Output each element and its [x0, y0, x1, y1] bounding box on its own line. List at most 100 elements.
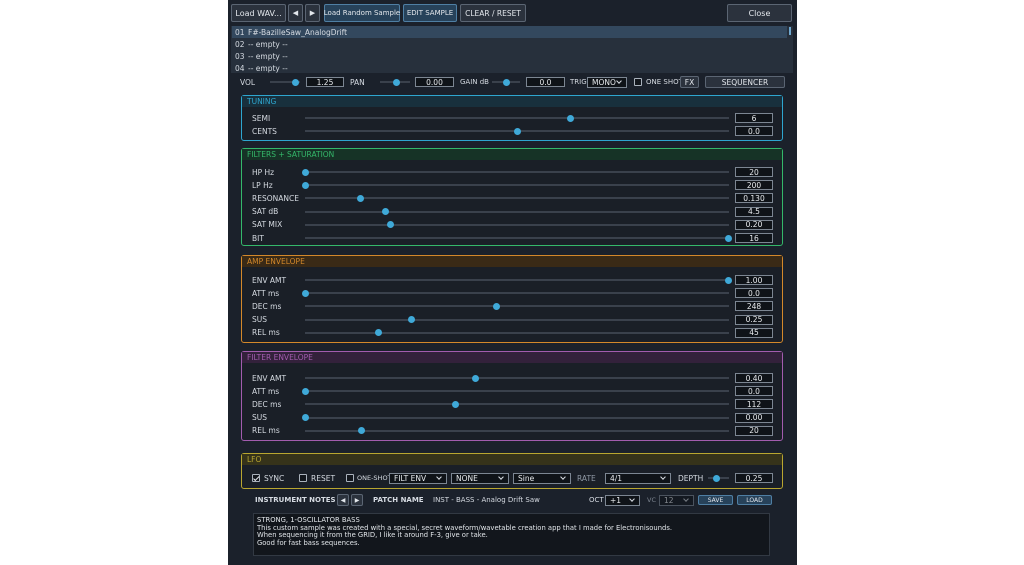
param-slider-knob[interactable] — [301, 181, 309, 189]
param-slider-knob[interactable] — [492, 302, 500, 310]
param-slider-knob[interactable] — [374, 329, 382, 337]
param-slider-knob[interactable] — [301, 387, 309, 395]
section-box — [241, 148, 783, 246]
trig-dropdown[interactable]: MONO — [587, 76, 627, 88]
param-slider-track[interactable] — [305, 403, 729, 406]
param-slider-track[interactable] — [305, 223, 729, 226]
param-slider-knob[interactable] — [471, 374, 479, 382]
notes-next-button[interactable]: ▶ — [351, 494, 363, 506]
prev-button[interactable]: ◀ — [288, 4, 303, 22]
param-label: ATT ms — [252, 386, 280, 396]
vol-slider-knob[interactable] — [291, 78, 299, 86]
param-value[interactable]: 0.25 — [735, 314, 773, 325]
param-value[interactable]: 20 — [735, 167, 773, 177]
param-slider-track[interactable] — [305, 279, 729, 281]
lfo-mode-dropdown[interactable]: NONE — [451, 472, 509, 484]
param-slider-track[interactable] — [305, 292, 729, 295]
param-label: LP Hz — [252, 180, 273, 190]
clear-reset-button[interactable]: CLEAR / RESET — [460, 4, 526, 22]
lfo-shape-dropdown[interactable]: Sine — [513, 472, 571, 484]
param-slider-knob[interactable] — [301, 289, 309, 297]
depth-value[interactable]: 0.25 — [735, 473, 773, 483]
fx-button[interactable]: FX — [680, 76, 699, 88]
param-slider-track[interactable] — [305, 429, 729, 432]
load-random-button[interactable]: Load Random Sample — [324, 4, 400, 22]
param-value[interactable]: 0.130 — [735, 193, 773, 204]
param-value[interactable]: 20 — [735, 425, 773, 436]
next-button[interactable]: ▶ — [305, 4, 320, 22]
param-slider-track[interactable] — [305, 184, 729, 187]
param-value[interactable]: 0.0 — [735, 288, 773, 299]
param-slider-track[interactable] — [305, 318, 729, 321]
sample-row[interactable] — [232, 50, 787, 62]
vol-value[interactable]: 1.25 — [306, 77, 344, 87]
gain-slider-knob[interactable] — [502, 78, 510, 86]
save-button[interactable]: SAVE — [698, 495, 733, 505]
param-slider-knob[interactable] — [357, 427, 365, 435]
notes-box[interactable] — [253, 513, 770, 556]
reset-checkbox[interactable] — [299, 474, 307, 482]
param-value[interactable]: 16 — [735, 233, 773, 243]
param-slider-track[interactable] — [305, 237, 729, 239]
lfo-target-dropdown[interactable]: FILT ENV — [389, 472, 447, 484]
one-shot-checkbox[interactable] — [346, 474, 354, 482]
pan-value[interactable]: 0.00 — [415, 77, 454, 87]
param-value[interactable]: 200 — [735, 180, 773, 191]
param-value[interactable]: 4.5 — [735, 206, 773, 217]
sync-checkbox[interactable] — [252, 474, 260, 482]
edit-sample-button[interactable]: EDIT SAMPLE — [403, 4, 457, 22]
param-label: CENTS — [252, 126, 277, 136]
sample-row[interactable] — [232, 26, 787, 38]
param-value[interactable]: 248 — [735, 301, 773, 312]
param-value[interactable]: 1.00 — [735, 275, 773, 285]
param-value[interactable]: 45 — [735, 327, 773, 338]
section-header — [242, 149, 782, 160]
pan-slider-knob[interactable] — [392, 78, 400, 86]
one-shot-checkbox[interactable] — [634, 78, 642, 86]
param-slider-knob[interactable] — [513, 127, 521, 135]
param-value[interactable]: 0.0 — [735, 386, 773, 397]
param-value[interactable]: 0.20 — [735, 219, 773, 230]
param-slider-knob[interactable] — [724, 234, 732, 242]
close-button[interactable]: Close — [727, 4, 792, 22]
param-slider-track[interactable] — [305, 117, 729, 119]
param-value[interactable]: 6 — [735, 113, 773, 123]
depth-slider-knob[interactable] — [712, 474, 720, 482]
param-slider-track[interactable] — [305, 377, 729, 379]
param-slider-knob[interactable] — [724, 276, 732, 284]
section-box — [241, 351, 783, 441]
oct-dropdown[interactable]: +1 — [605, 494, 640, 506]
param-value[interactable]: 0.0 — [735, 126, 773, 137]
param-slider-knob[interactable] — [356, 194, 364, 202]
param-slider-knob[interactable] — [301, 168, 309, 176]
param-label: SUS — [252, 413, 268, 423]
param-slider-track[interactable] — [305, 171, 729, 173]
param-slider-track[interactable] — [305, 210, 729, 213]
load-wav-button[interactable]: Load WAV... — [231, 4, 286, 22]
param-slider-track[interactable] — [305, 305, 729, 308]
vol-slider-track[interactable] — [270, 81, 300, 83]
param-slider-track[interactable] — [305, 390, 729, 393]
gain-value[interactable]: 0.0 — [526, 77, 565, 87]
sample-row[interactable] — [232, 62, 787, 74]
vc-dropdown[interactable]: 12 — [659, 494, 694, 506]
param-slider-knob[interactable] — [566, 114, 574, 122]
sample-name: -- empty -- — [248, 63, 288, 73]
param-value[interactable]: 0.00 — [735, 412, 773, 423]
param-value[interactable]: 0.40 — [735, 373, 773, 383]
sample-row[interactable] — [232, 38, 787, 50]
sequencer-button[interactable]: SEQUENCER — [705, 76, 785, 88]
param-slider-knob[interactable] — [407, 316, 415, 324]
param-slider-knob[interactable] — [301, 414, 309, 422]
notes-prev-button[interactable]: ◀ — [337, 494, 349, 506]
param-slider-knob[interactable] — [451, 400, 459, 408]
param-slider-knob[interactable] — [386, 221, 394, 229]
rate-label: RATE — [577, 473, 596, 483]
param-slider-track[interactable] — [305, 197, 729, 200]
param-slider-track[interactable] — [305, 416, 729, 419]
param-slider-knob[interactable] — [381, 208, 389, 216]
rate-dropdown[interactable]: 4/1 — [605, 472, 671, 484]
load-button[interactable]: LOAD — [737, 495, 772, 505]
param-slider-track[interactable] — [305, 331, 729, 334]
param-value[interactable]: 112 — [735, 399, 773, 410]
